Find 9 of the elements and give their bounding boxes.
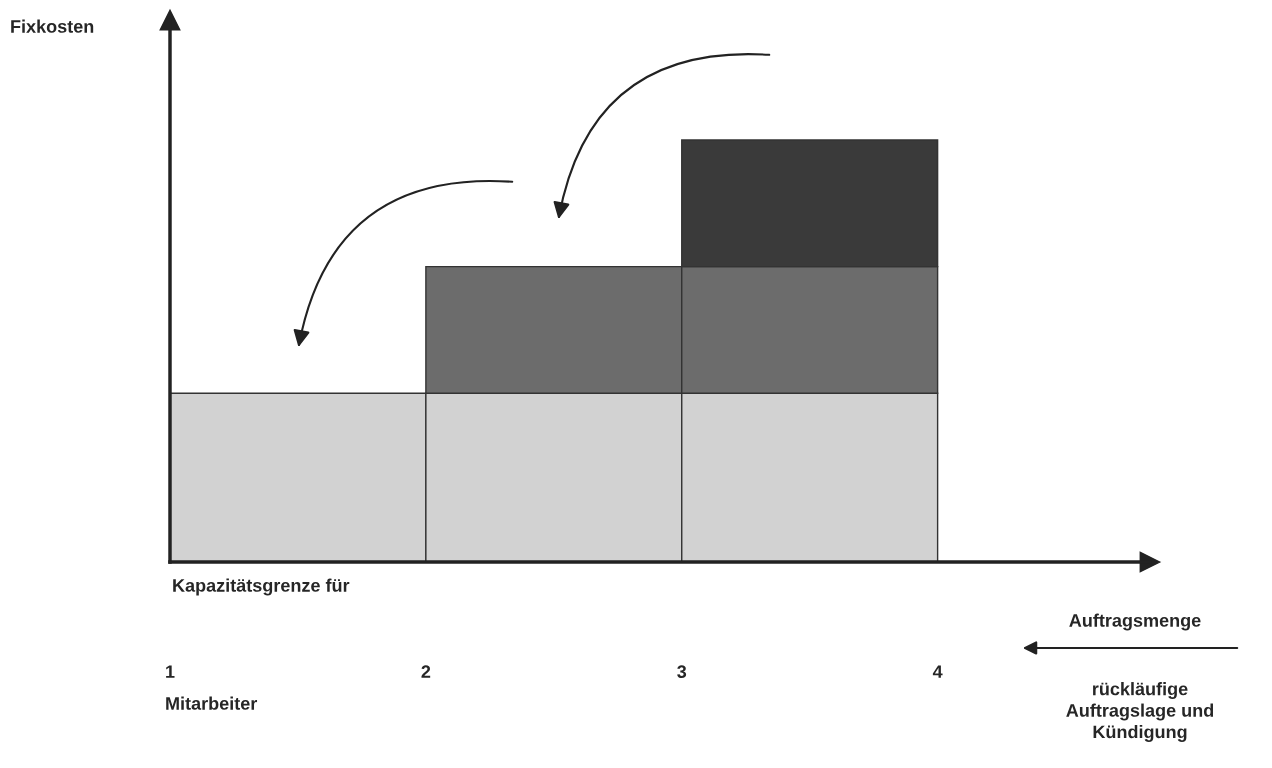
text: Kapazitätsgrenze für bbox=[173, 578, 350, 596]
x-tick-label: 2 bbox=[421, 665, 431, 678]
x-axis-title: Auftragsmenge bbox=[1069, 613, 1201, 631]
x-tick-label: 1 bbox=[166, 665, 175, 678]
text: Fixkosten bbox=[11, 19, 94, 33]
x-tick-label: 4 bbox=[932, 665, 943, 678]
text: Mitarbeiter bbox=[166, 696, 258, 710]
x-tick-label: 3 bbox=[677, 665, 687, 679]
text: rückläufige Auftragslage und Kündigung bbox=[1066, 682, 1214, 742]
